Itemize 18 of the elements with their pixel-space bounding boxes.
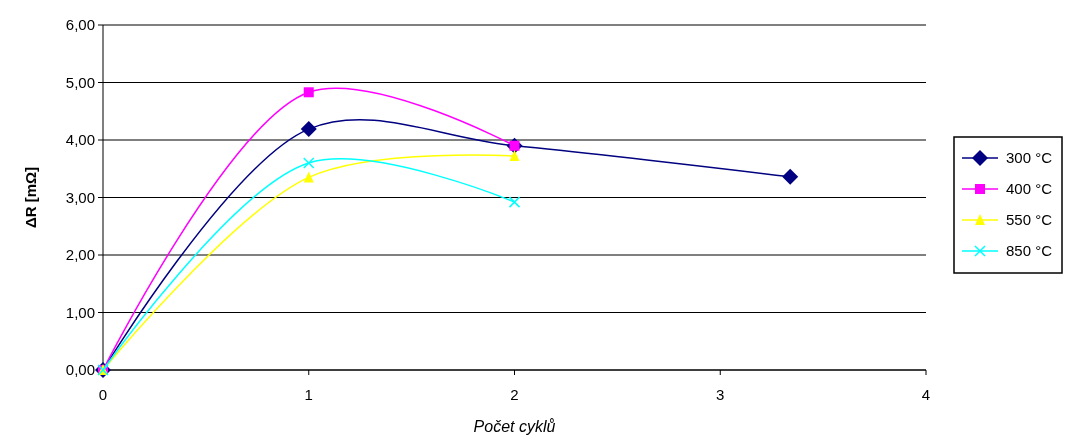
x-tick-label: 0 — [98, 386, 108, 403]
x-tick-label: 2 — [510, 386, 519, 403]
y-tick-label: 4,00 — [65, 131, 95, 149]
y-tick-label: 2,00 — [65, 246, 95, 264]
y-tick-label: 3,00 — [65, 188, 95, 206]
x-tick-label: 4 — [921, 386, 931, 403]
y-tick-label: 0,00 — [65, 361, 95, 379]
y-tick-label: 1,00 — [65, 303, 95, 321]
legend-label: 550 °C — [1006, 211, 1053, 229]
legend-label: 400 °C — [1006, 180, 1053, 198]
y-tick-label: 6,00 — [65, 16, 95, 34]
x-axis-title: Počet cyklů — [473, 418, 556, 435]
y-axis-title: ΔR [mΩ] — [22, 166, 39, 229]
x-tick-label: 3 — [716, 386, 725, 403]
legend-label: 850 °C — [1006, 242, 1053, 260]
legend-label: 300 °C — [1006, 149, 1053, 167]
x-tick-label: 1 — [304, 386, 313, 403]
y-tick-label: 5,00 — [65, 73, 95, 91]
